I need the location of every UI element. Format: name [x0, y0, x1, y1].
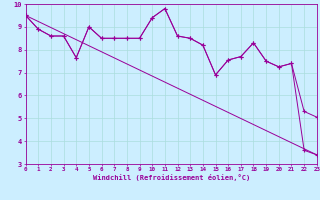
X-axis label: Windchill (Refroidissement éolien,°C): Windchill (Refroidissement éolien,°C) [92, 174, 250, 181]
